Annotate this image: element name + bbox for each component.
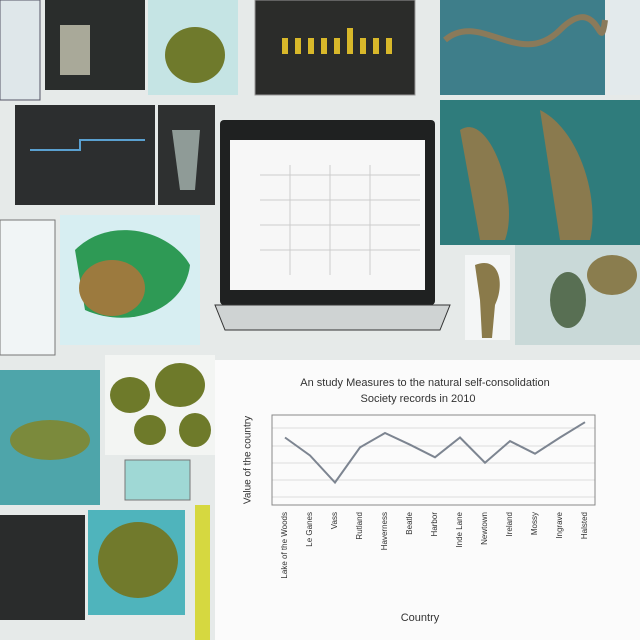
figure [172, 130, 200, 190]
dark-panel [15, 105, 155, 205]
round-object [587, 255, 637, 295]
x-tick-label: Vass [330, 512, 339, 529]
graph-line [30, 139, 145, 151]
x-tick-label: Harbor [430, 512, 439, 537]
pattern-panel [440, 0, 605, 95]
brown-oval [79, 260, 145, 316]
small-screen [124, 459, 191, 501]
dark-panel [0, 515, 85, 620]
laptop-base [214, 304, 451, 331]
bone-shapes [460, 110, 593, 240]
x-tick-label: Lake of the Woods [280, 512, 289, 579]
y-axis-label: Value of the country [243, 416, 254, 504]
x-tick-label: Mossy [530, 512, 539, 535]
x-tick-label: Halsted [580, 512, 589, 539]
screen-panel [610, 0, 640, 95]
x-tick-label: Haverness [380, 512, 389, 550]
line-series [284, 421, 586, 485]
figure [60, 25, 90, 75]
screen-grid [260, 165, 420, 275]
chart-subtitle: Society records in 2010 [361, 393, 476, 405]
x-tick-label: Ingrave [555, 511, 564, 538]
chart-panel [215, 360, 640, 640]
x-tick-label: Newtown [480, 512, 489, 545]
olive-blob [165, 27, 225, 83]
x-tick-label: Ireland [505, 512, 514, 536]
x-tick-label: Le Ganes [305, 512, 314, 547]
x-tick-label: Inde Lane [455, 511, 464, 547]
x-tick-label: Beatle [405, 511, 414, 534]
laptop-screen [230, 140, 425, 290]
olive-blobs [110, 363, 211, 447]
grid-decoration [272, 427, 595, 498]
x-axis-label: Country [401, 612, 440, 624]
screen-panel [0, 0, 41, 101]
olive-blob [98, 522, 178, 598]
x-tick-label: Rutland [355, 512, 364, 540]
round-object [550, 272, 586, 328]
pattern [443, 14, 608, 48]
yellow-bars [282, 28, 392, 54]
plot-frame [271, 414, 596, 506]
bone [475, 263, 500, 338]
olive-shape [10, 420, 90, 460]
chart-title: An study Measures to the natural self-co… [300, 377, 549, 389]
screen-panel [0, 219, 56, 356]
yellow-strip [195, 505, 210, 640]
